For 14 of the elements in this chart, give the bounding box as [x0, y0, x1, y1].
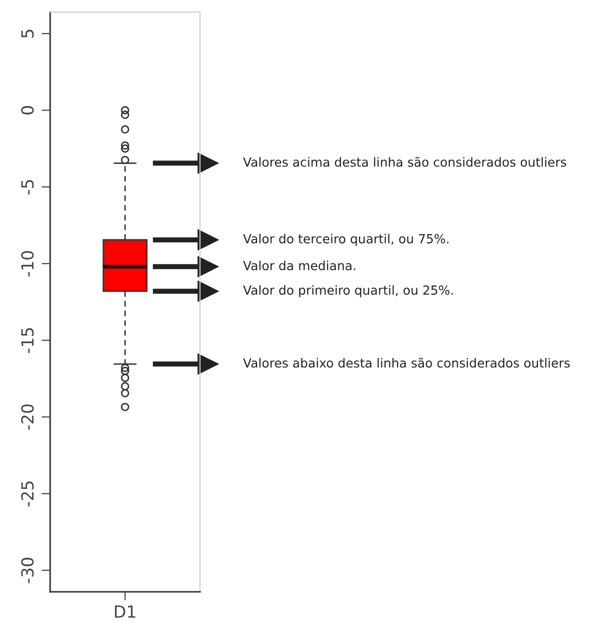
y-tick-label: -15 — [21, 328, 34, 354]
text: Valores acima desta linha são considerados outliers — [243, 156, 566, 167]
text: Valor da mediana. — [243, 260, 356, 270]
y-tick-label: -10 — [21, 251, 34, 276]
text: Valor do primeiro quartil, ou 25%. — [243, 285, 453, 298]
y-tick-label: -30 — [21, 558, 34, 584]
y-tick-label: 5 — [21, 30, 34, 38]
text: Valores abaixo desta linha são considerados outliers — [243, 358, 570, 368]
y-tick-label: -5 — [21, 180, 34, 194]
x-tick-label: D1 — [114, 605, 136, 618]
y-tick-label: -20 — [21, 404, 34, 430]
y-tick-label: -25 — [21, 481, 34, 506]
text: Valor do terceiro quartil, ou 75%. — [243, 234, 448, 246]
y-tick-label: 0 — [21, 106, 34, 114]
